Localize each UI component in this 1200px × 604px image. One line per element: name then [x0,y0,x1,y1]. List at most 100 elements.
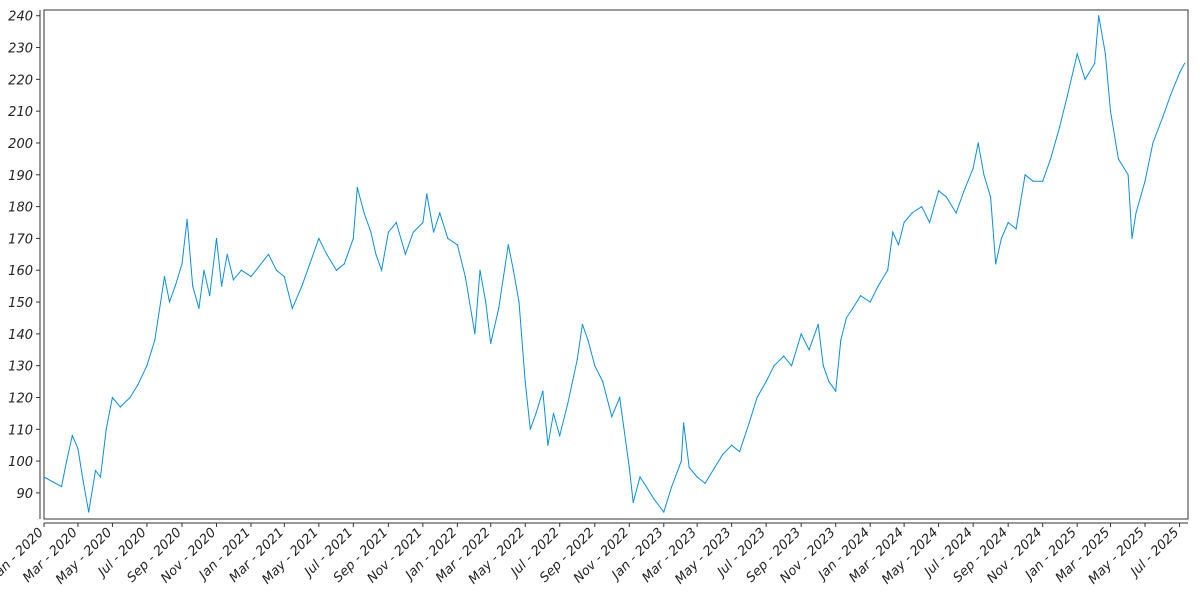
data-point [1032,180,1034,182]
y-tick-label: 240 [8,10,33,25]
data-point [594,365,596,367]
data-point [426,193,428,195]
data-point [498,307,500,310]
y-tick-label: 150 [8,296,33,311]
data-point [129,396,131,399]
data-point [226,253,228,255]
plot-area-border [43,9,1189,520]
data-point [1098,15,1100,17]
data-point [209,295,211,297]
data-point [945,196,948,198]
data-point [404,253,406,255]
data-point [1152,142,1154,144]
data-point [928,221,931,224]
data-point [1042,180,1044,182]
data-point [60,485,63,488]
y-tick-label: 130 [8,360,33,375]
data-point [790,365,793,367]
data-point [439,212,441,214]
data-point [326,253,328,255]
y-tick-label: 110 [8,423,33,438]
data-point [203,269,205,271]
data-point [1000,237,1002,240]
data-point [576,358,578,360]
data-point [892,231,894,233]
data-point [869,301,871,303]
data-point [972,167,974,170]
data-point [220,285,223,287]
data-point [977,142,979,144]
data-point [822,365,824,367]
data-point [174,285,176,287]
data-point [547,444,549,446]
data-point [1131,237,1133,240]
data-point [738,450,741,453]
data-point [99,476,102,478]
data-point [524,380,526,383]
data-point [663,511,665,513]
data-point [215,237,218,240]
data-point [335,269,337,271]
data-point [581,323,583,325]
data-point [474,333,476,335]
data-point [105,428,107,430]
data-point [680,460,682,462]
data-point [903,221,905,224]
data-point [381,269,383,271]
y-tick-label: 180 [8,201,33,216]
data-point [765,380,767,383]
data-point [318,237,320,240]
data-point [464,275,466,278]
data-point [1007,221,1009,224]
data-point [1144,180,1146,182]
data-point [186,218,188,220]
y-tick-label: 170 [8,232,33,247]
data-point [611,415,613,418]
data-point [963,190,965,192]
data-point [485,301,487,303]
data-point [422,221,424,224]
data-point [1184,62,1186,65]
y-tick-label: 220 [8,73,33,88]
data-point [808,349,810,351]
data-point [1135,212,1137,214]
data-point [542,390,544,392]
data-point [955,212,957,214]
y-tick-label: 140 [8,328,33,343]
data-point [240,269,242,271]
data-point [529,428,531,430]
data-point [356,186,358,189]
data-point [198,307,200,310]
data-point [911,212,913,214]
data-point [840,339,842,341]
data-point [168,301,171,303]
data-point [192,285,194,287]
y-ticks: 90 100 110 120 130 140 150 160 170 180 190 200 210 22… [8,10,40,502]
series-line [43,15,1186,514]
data-point [111,396,114,399]
data-point [619,396,621,399]
data-point [146,365,148,367]
data-point [756,396,758,399]
data-point [835,390,837,392]
data-point [447,237,449,240]
data-point [628,466,630,469]
data-point [567,403,569,405]
data-point [456,244,458,246]
data-point [859,295,862,297]
data-point [602,380,604,383]
data-point [283,275,285,278]
data-point [783,355,785,357]
data-point [671,485,673,488]
data-point [395,221,397,224]
data-point [1127,174,1129,176]
data-point [990,196,992,198]
data-point [250,275,252,278]
data-point [43,476,45,478]
data-point [704,482,706,484]
data-point [66,460,68,462]
y-tick-label: 160 [8,264,33,279]
data-point [507,244,509,246]
data-point [852,307,854,310]
